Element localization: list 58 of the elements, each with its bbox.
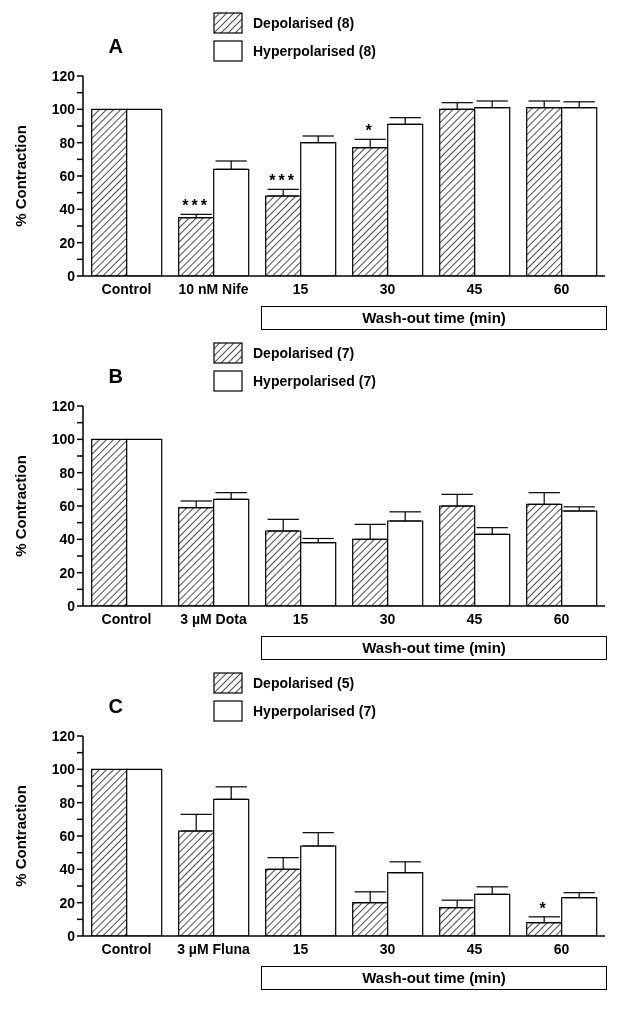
x-tick-label: 15 (292, 940, 309, 957)
y-tick-label: 20 (59, 234, 76, 251)
x-tick-label: Control (101, 940, 152, 957)
legend-label: Depolarised (7) (253, 345, 355, 361)
x-tick-label: 3 µM Dota (180, 610, 247, 627)
legend-label: Depolarised (5) (253, 675, 355, 691)
x-axis-title: Wash-out time (min) (261, 306, 607, 330)
data-label: *** (182, 197, 210, 215)
x-tick-label: 15 (292, 610, 309, 627)
x-tick-label: 30 (379, 940, 396, 957)
x-tick-label: 15 (292, 280, 309, 297)
y-tick-label: 0 (67, 597, 76, 614)
chart-title: A (107, 33, 123, 58)
legend-label: Depolarised (8) (253, 15, 355, 31)
x-tick-label: Control (101, 280, 152, 297)
legend-label: Hyperpolarised (8) (253, 43, 376, 59)
y-axis-title: % Contraction (12, 785, 29, 887)
x-tick-label: 45 (466, 280, 483, 297)
y-tick-label: 80 (59, 794, 76, 811)
y-tick-label: 0 (67, 927, 76, 944)
legend-label: Hyperpolarised (7) (253, 703, 376, 719)
y-tick-label: 40 (59, 861, 76, 878)
data-label: * (539, 899, 549, 917)
y-axis-title: % Contraction (12, 455, 29, 557)
y-tick-label: 120 (51, 397, 76, 414)
x-tick-label: 10 nM Nife (178, 280, 249, 297)
y-tick-label: 100 (51, 431, 76, 448)
y-tick-label: 60 (59, 167, 76, 184)
y-tick-label: 0 (67, 267, 76, 284)
chart-title: C (107, 693, 123, 718)
x-tick-label: 30 (379, 610, 396, 627)
x-tick-label: 30 (379, 280, 396, 297)
y-tick-label: 80 (59, 134, 76, 151)
y-tick-label: 80 (59, 464, 76, 481)
y-tick-label: 100 (51, 101, 76, 118)
y-tick-label: 60 (59, 827, 76, 844)
x-tick-label: 60 (553, 280, 570, 297)
x-axis-title: Wash-out time (min) (261, 966, 607, 990)
legend-label: Hyperpolarised (7) (253, 373, 376, 389)
y-tick-label: 20 (59, 894, 76, 911)
x-tick-label: 60 (553, 940, 570, 957)
y-tick-label: 100 (51, 761, 76, 778)
y-tick-label: 40 (59, 531, 76, 548)
x-tick-label: 60 (553, 610, 570, 627)
x-tick-label: 45 (466, 940, 483, 957)
chart-title: B (107, 363, 123, 388)
x-axis-title: Wash-out time (min) (261, 636, 607, 660)
y-tick-label: 20 (59, 564, 76, 581)
x-tick-label: 3 µM Fluna (177, 940, 251, 957)
x-tick-label: 45 (466, 610, 483, 627)
y-tick-label: 120 (51, 67, 76, 84)
data-label: *** (269, 172, 297, 190)
y-tick-label: 120 (51, 727, 76, 744)
y-axis-title: % Contraction (12, 125, 29, 227)
y-tick-label: 40 (59, 201, 76, 218)
y-tick-label: 60 (59, 497, 76, 514)
data-label: * (365, 122, 375, 140)
x-tick-label: Control (101, 610, 152, 627)
